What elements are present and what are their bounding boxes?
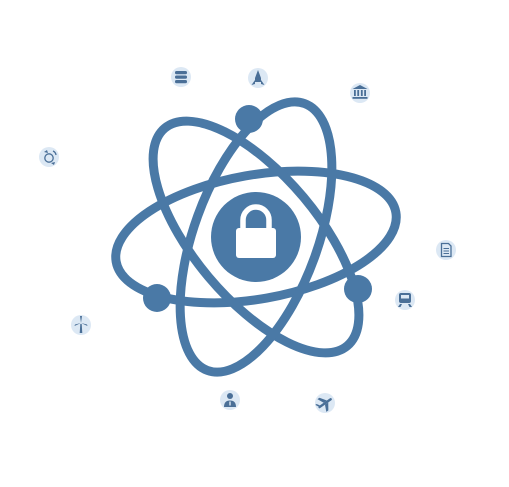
airplane-icon — [315, 393, 335, 413]
rocket-icon — [248, 68, 268, 88]
electron — [143, 284, 171, 312]
doctor-icon — [220, 390, 240, 410]
padlock-icon — [236, 204, 276, 258]
orbit-ring — [175, 97, 337, 377]
orbit-ring — [148, 116, 364, 358]
wind-turbine-icon — [71, 315, 91, 335]
satellite-icon — [39, 147, 59, 167]
train-icon — [395, 290, 415, 310]
electron — [235, 105, 263, 133]
bank-icon — [350, 83, 370, 103]
atom-icon — [111, 97, 401, 377]
electron — [344, 275, 372, 303]
document-icon — [436, 240, 456, 260]
database-icon — [171, 67, 191, 87]
orbit-ring — [111, 166, 401, 308]
